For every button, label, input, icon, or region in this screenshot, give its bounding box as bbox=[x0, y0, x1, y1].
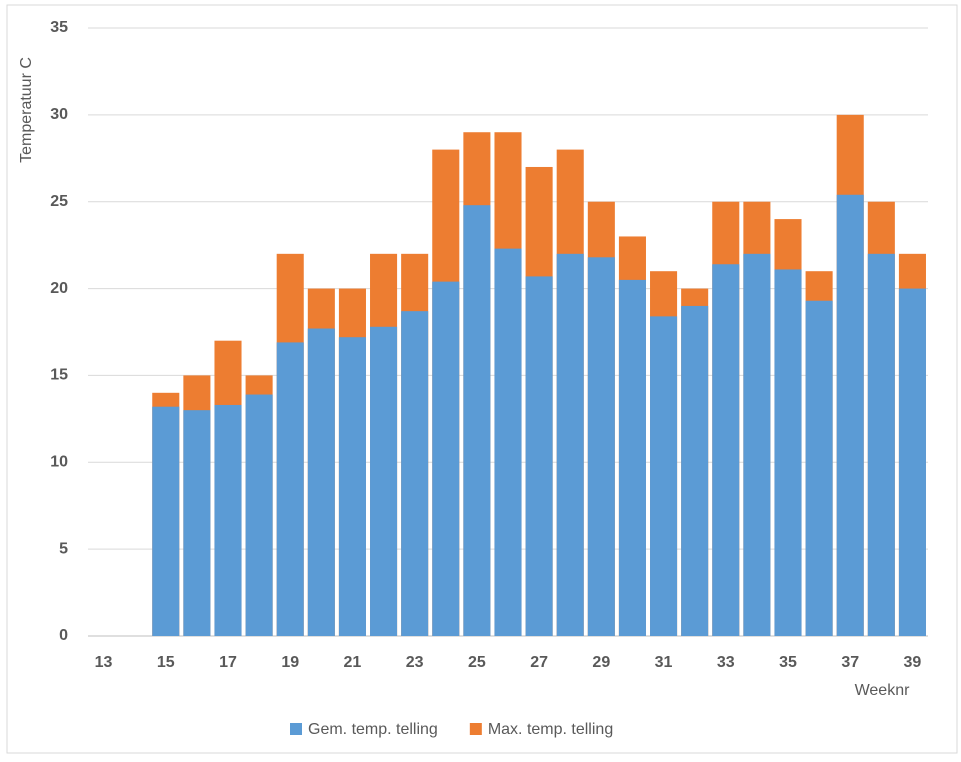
y-tick-label: 25 bbox=[50, 193, 68, 210]
y-tick-label: 30 bbox=[50, 106, 68, 123]
bar bbox=[152, 406, 180, 636]
chart-border bbox=[6, 4, 958, 754]
y-tick-label: 10 bbox=[50, 454, 68, 471]
bar bbox=[867, 253, 895, 637]
bar bbox=[214, 404, 242, 636]
x-tick-label: 15 bbox=[157, 654, 175, 671]
bar bbox=[183, 410, 211, 636]
bar bbox=[743, 253, 771, 637]
bar bbox=[525, 276, 553, 636]
x-tick-label: 31 bbox=[655, 654, 673, 671]
x-tick-label: 39 bbox=[904, 654, 922, 671]
legend-label: Gem. temp. telling bbox=[308, 721, 438, 738]
x-tick-label: 37 bbox=[841, 654, 859, 671]
bar bbox=[650, 316, 678, 636]
legend-swatch bbox=[290, 723, 302, 735]
x-tick-label: 35 bbox=[779, 654, 797, 671]
y-tick-label: 0 bbox=[59, 627, 68, 644]
bar bbox=[805, 300, 833, 636]
bar bbox=[432, 281, 460, 636]
legend-swatch bbox=[469, 723, 482, 735]
legend-label: Max. temp. telling bbox=[488, 721, 613, 738]
bar bbox=[618, 279, 646, 636]
x-tick-label: 21 bbox=[344, 654, 362, 671]
y-tick-label: 15 bbox=[50, 367, 68, 384]
bar bbox=[681, 305, 709, 636]
x-tick-label: 19 bbox=[281, 654, 299, 671]
bar bbox=[245, 394, 273, 636]
bar bbox=[556, 253, 584, 637]
bar bbox=[898, 288, 926, 636]
x-tick-label: 23 bbox=[406, 654, 424, 671]
x-tick-label: 33 bbox=[717, 654, 735, 671]
bar bbox=[836, 194, 864, 636]
bar bbox=[307, 328, 335, 636]
bar bbox=[494, 248, 522, 637]
bar bbox=[712, 264, 740, 636]
x-tick-label: 25 bbox=[468, 654, 486, 671]
y-tick-label: 20 bbox=[50, 280, 68, 297]
bar bbox=[338, 337, 366, 636]
x-tick-label: 17 bbox=[219, 654, 237, 671]
bar bbox=[774, 269, 802, 636]
x-tick-label: 27 bbox=[530, 654, 548, 671]
x-axis-label: Weeknr bbox=[855, 682, 911, 699]
y-tick-label: 5 bbox=[59, 540, 68, 557]
y-axis-label: Temperatuur C bbox=[18, 57, 35, 163]
bar bbox=[463, 205, 491, 636]
bar bbox=[370, 326, 398, 636]
x-tick-label: 13 bbox=[95, 654, 113, 671]
x-tick-label: 29 bbox=[592, 654, 610, 671]
bar bbox=[401, 311, 429, 636]
y-tick-label: 35 bbox=[50, 19, 68, 36]
bar bbox=[276, 342, 304, 636]
bar bbox=[587, 257, 615, 636]
